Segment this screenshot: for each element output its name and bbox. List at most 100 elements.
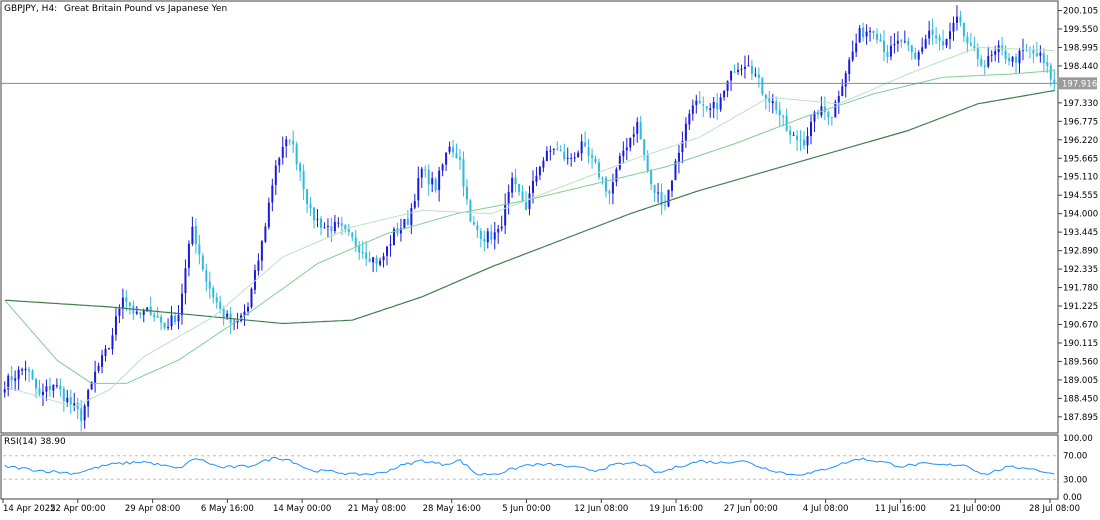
time-axis-label: 21 May 08:00 <box>348 504 406 514</box>
candle-body <box>94 371 97 383</box>
candle-body <box>962 22 965 37</box>
candle-body <box>222 308 225 318</box>
candle-body <box>584 142 587 147</box>
candle-body <box>316 218 319 220</box>
candle-body <box>80 408 83 422</box>
candle-body <box>1018 50 1021 64</box>
candle-body <box>643 139 646 155</box>
candle-body <box>319 218 322 228</box>
candle-body <box>903 41 906 43</box>
price-axis-label: 194.000 <box>1063 210 1098 220</box>
time-axis-label: 29 Apr 08:00 <box>125 504 180 514</box>
candle-body <box>896 40 899 44</box>
candle-body <box>45 386 48 392</box>
candle-body <box>333 222 336 232</box>
candle-body <box>406 218 409 225</box>
candle-body <box>420 168 423 178</box>
candle-body <box>907 40 910 46</box>
candle-body <box>799 139 802 141</box>
candle-body <box>170 315 173 327</box>
candle-body <box>153 314 156 317</box>
candle-body <box>107 348 110 350</box>
candle-body <box>664 205 667 207</box>
candle-body <box>156 316 159 318</box>
candle-body <box>52 384 55 391</box>
candle-body <box>573 157 576 159</box>
candle-body <box>622 150 625 157</box>
candle-body <box>657 192 660 194</box>
candle-body <box>73 403 76 406</box>
candle-body <box>87 390 90 407</box>
candle-body <box>7 375 10 390</box>
candle-body <box>201 255 204 270</box>
candle-body <box>889 45 892 57</box>
candle-body <box>768 98 771 103</box>
candle-body <box>865 31 868 37</box>
price-axis-label: 193.445 <box>1063 228 1098 238</box>
candle-body <box>973 45 976 49</box>
candle-body <box>1015 56 1018 63</box>
price-axis-label: 188.450 <box>1063 394 1098 404</box>
candle-body <box>21 369 24 371</box>
candle-body <box>914 52 917 59</box>
candle-body <box>358 246 361 253</box>
candle-body <box>205 270 208 282</box>
candle-body <box>917 52 920 60</box>
candle-body <box>191 226 194 245</box>
candle-body <box>448 146 451 152</box>
candle-body <box>160 316 163 323</box>
candle-body <box>570 157 573 159</box>
candle-body <box>351 232 354 238</box>
candle-body <box>841 86 844 96</box>
candle-body <box>667 189 670 207</box>
candle-body <box>945 39 948 46</box>
candle-body <box>789 130 792 136</box>
candle-body <box>816 112 819 115</box>
candle-body <box>483 238 486 242</box>
candle-body <box>445 152 448 165</box>
candle-body <box>114 316 117 335</box>
candle-body <box>285 139 288 147</box>
candle-body <box>615 168 618 182</box>
candle-body <box>354 237 357 247</box>
price-axis-label: 195.110 <box>1063 173 1098 183</box>
time-axis-label: 6 May 16:00 <box>201 504 254 514</box>
candle-body <box>834 101 837 118</box>
candle-body <box>677 152 680 163</box>
rsi-axis-label: 30.00 <box>1063 475 1087 485</box>
candle-body <box>542 160 545 168</box>
price-axis-label: 192.335 <box>1063 265 1098 275</box>
candle-body <box>705 106 708 110</box>
candle-body <box>194 226 197 245</box>
price-axis-label: 197.330 <box>1063 99 1098 109</box>
candle-body <box>629 137 632 148</box>
candle-body <box>882 40 885 53</box>
candle-body <box>1011 57 1014 62</box>
candle-body <box>702 104 705 106</box>
candle-body <box>476 225 479 231</box>
rsi-plot-area[interactable] <box>3 455 1056 480</box>
candle-body <box>392 229 395 246</box>
candle-body <box>490 231 493 240</box>
candle-body <box>893 44 896 46</box>
candle-body <box>650 171 653 185</box>
candle-body <box>778 109 781 116</box>
candle-body <box>587 147 590 156</box>
candle-body <box>876 33 879 40</box>
candle-body <box>250 288 253 308</box>
candle-body <box>594 158 597 163</box>
candle-body <box>24 368 27 371</box>
candle-body <box>983 65 986 67</box>
price-axis-label: 196.775 <box>1063 117 1098 127</box>
candle-body <box>928 30 931 39</box>
candle-body <box>375 258 378 265</box>
candle-body <box>949 31 952 40</box>
candle-body <box>226 313 229 317</box>
candle-body <box>969 43 972 46</box>
price-plot-area[interactable] <box>1 5 1058 432</box>
candle-body <box>921 47 924 52</box>
candle-body <box>938 37 941 41</box>
time-axis-label: 28 Jul 08:00 <box>1029 504 1080 514</box>
candle-body <box>337 222 340 224</box>
candle-body <box>180 293 183 316</box>
